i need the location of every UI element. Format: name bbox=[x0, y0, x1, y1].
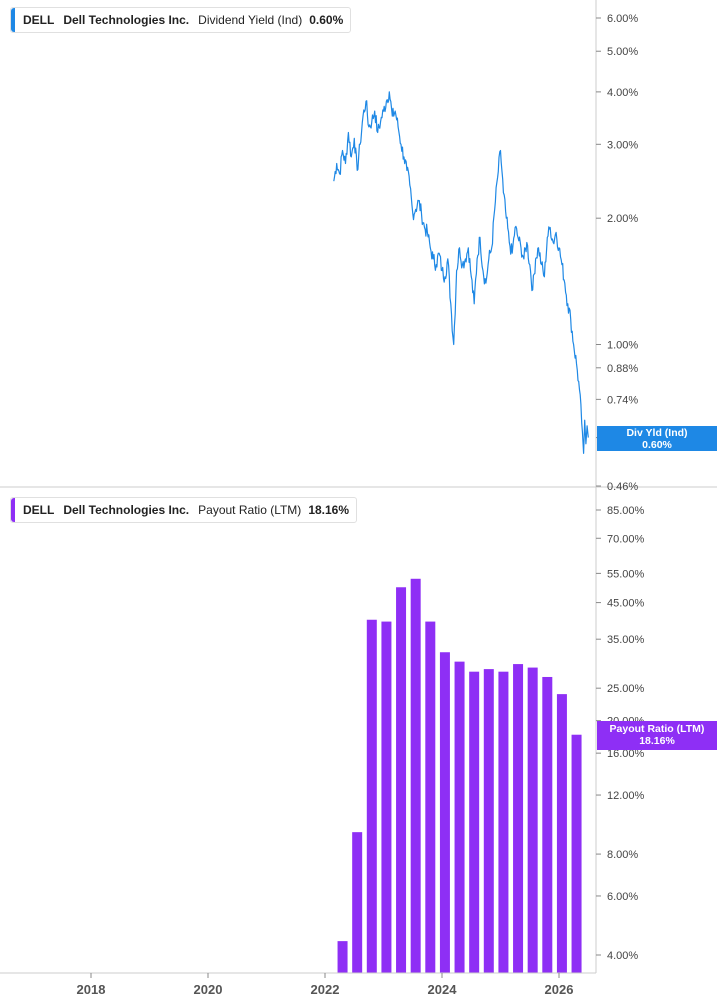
payout-ratio-bar bbox=[571, 734, 582, 973]
y-tick-label: 85.00% bbox=[607, 505, 645, 517]
legend-ticker: DELL bbox=[23, 503, 55, 517]
payout-ratio-bar bbox=[513, 664, 524, 973]
payout-ratio-bar bbox=[410, 578, 421, 973]
y-tick-label: 6.00% bbox=[607, 13, 638, 25]
dividend-yield-value-flag: Div Yld (Ind) 0.60% bbox=[597, 426, 717, 451]
legend-company-name: Dell Technologies Inc. bbox=[63, 13, 190, 27]
flag-label: Payout Ratio (LTM) bbox=[609, 723, 705, 735]
y-tick-label: 3.00% bbox=[607, 139, 638, 151]
y-tick-label: 12.00% bbox=[607, 790, 645, 802]
payout-ratio-bar bbox=[337, 941, 348, 973]
flag-value: 18.16% bbox=[639, 735, 675, 747]
payout-ratio-bar bbox=[556, 694, 567, 973]
payout-ratio-bar bbox=[542, 676, 553, 973]
x-tick-label: 2020 bbox=[194, 982, 223, 997]
y-tick-label: 4.00% bbox=[607, 950, 638, 962]
y-tick-label: 70.00% bbox=[607, 533, 645, 545]
dividend-yield-legend: DELL Dell Technologies Inc. Dividend Yie… bbox=[10, 7, 352, 33]
payout-ratio-bar bbox=[527, 667, 538, 973]
x-tick-label: 2022 bbox=[311, 982, 340, 997]
y-tick-label: 0.88% bbox=[607, 363, 638, 375]
payout-ratio-value-flag: Payout Ratio (LTM) 18.16% bbox=[597, 721, 717, 750]
payout-ratio-legend-swatch bbox=[11, 498, 15, 522]
x-tick-label: 2018 bbox=[77, 982, 106, 997]
y-tick-label: 8.00% bbox=[607, 849, 638, 861]
flag-value: 0.60% bbox=[642, 439, 672, 451]
payout-ratio-bar bbox=[425, 621, 436, 973]
y-tick-label: 4.00% bbox=[607, 87, 638, 99]
dividend-yield-legend-swatch bbox=[11, 8, 15, 32]
dividend-yield-panel bbox=[333, 91, 589, 454]
y-tick-label: 55.00% bbox=[607, 568, 645, 580]
x-tick-label: 2026 bbox=[545, 982, 574, 997]
legend-metric: Dividend Yield (Ind) bbox=[198, 13, 303, 27]
y-tick-label: 6.00% bbox=[607, 891, 638, 903]
y-tick-label: 0.74% bbox=[607, 394, 638, 406]
payout-ratio-bar bbox=[469, 671, 480, 973]
y-tick-label: 35.00% bbox=[607, 634, 645, 646]
y-tick-label: 2.00% bbox=[607, 213, 638, 225]
legend-company-name: Dell Technologies Inc. bbox=[63, 503, 190, 517]
payout-ratio-bar bbox=[483, 669, 494, 973]
payout-ratio-bar bbox=[366, 619, 377, 973]
payout-ratio-bar bbox=[439, 652, 450, 973]
legend-value: 0.60% bbox=[309, 13, 344, 27]
y-tick-label: 5.00% bbox=[607, 46, 638, 58]
payout-ratio-panel bbox=[337, 578, 582, 973]
y-tick-label: 16.00% bbox=[607, 748, 645, 760]
payout-ratio-bar bbox=[498, 671, 509, 973]
y-tick-label: 45.00% bbox=[607, 598, 645, 610]
flag-label: Div Yld (Ind) bbox=[626, 427, 688, 439]
payout-ratio-bar bbox=[352, 832, 363, 973]
payout-ratio-bar bbox=[381, 621, 392, 973]
dividend-yield-line bbox=[333, 91, 589, 454]
legend-ticker: DELL bbox=[23, 13, 55, 27]
payout-ratio-legend: DELL Dell Technologies Inc. Payout Ratio… bbox=[10, 497, 358, 523]
x-tick-label: 2024 bbox=[428, 982, 458, 997]
payout-ratio-bar bbox=[396, 587, 407, 973]
payout-ratio-bar bbox=[454, 661, 465, 973]
y-tick-label: 25.00% bbox=[607, 683, 645, 695]
y-tick-label: 1.00% bbox=[607, 339, 638, 351]
legend-value: 18.16% bbox=[308, 503, 350, 517]
legend-metric: Payout Ratio (LTM) bbox=[198, 503, 302, 517]
y-tick-label: 0.46% bbox=[607, 481, 638, 493]
